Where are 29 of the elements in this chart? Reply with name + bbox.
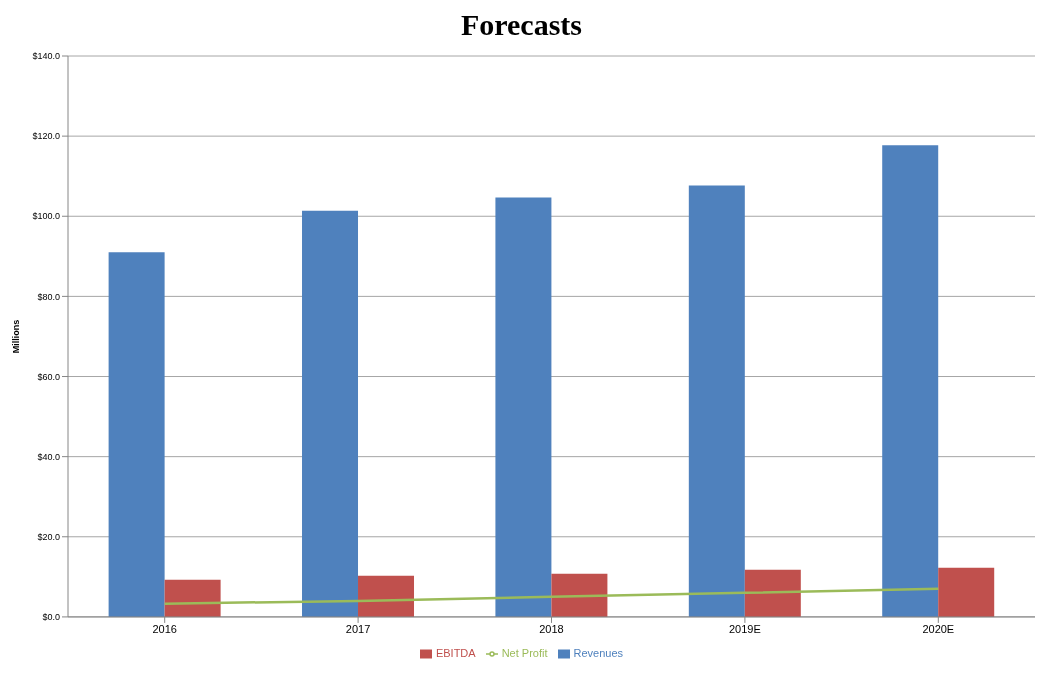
y-tick-label: $60.0 [37,371,60,382]
legend-label: Net Profit [501,646,548,659]
y-tick-label: $140.0 [32,51,60,62]
x-tick-label: 2018 [539,622,564,635]
y-axis-title: Millions [11,319,22,354]
x-tick-label: 2016 [152,622,177,635]
bar [164,579,221,617]
bar [495,197,552,617]
bar [108,252,165,617]
y-tick-label: $40.0 [37,451,60,462]
bar [302,210,359,617]
bar [688,185,745,617]
y-tick-label: $120.0 [32,131,60,142]
y-tick-label: $20.0 [37,531,60,542]
line-series [163,587,940,605]
x-tick-label: 2020E [922,622,955,635]
y-tick-label: $100.0 [32,211,60,222]
chart-title: Forecasts [459,8,584,43]
bar [551,573,608,617]
y-tick-label: $80.0 [37,291,60,302]
x-tick-label: 2019E [728,622,761,635]
bar [358,575,415,617]
bar [744,569,801,617]
legend-label: Revenues [573,646,624,659]
bar [882,145,939,617]
legend-label: EBITDA [435,646,476,659]
x-tick-label: 2017 [345,622,371,635]
y-tick-label: $0.0 [42,612,60,623]
bar [938,567,995,617]
